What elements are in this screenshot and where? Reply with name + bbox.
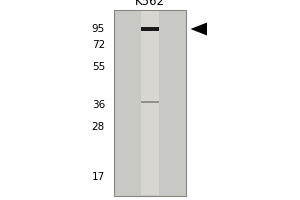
Text: K562: K562	[135, 0, 165, 8]
Text: 28: 28	[92, 122, 105, 132]
Text: 72: 72	[92, 40, 105, 50]
Text: 17: 17	[92, 172, 105, 182]
Bar	[141, 27, 159, 31]
Bar	[141, 11, 159, 195]
Text: 95: 95	[92, 24, 105, 34]
Polygon shape	[190, 22, 207, 36]
Bar	[114, 10, 186, 196]
Text: 36: 36	[92, 100, 105, 110]
Text: 55: 55	[92, 62, 105, 72]
Bar	[141, 101, 159, 103]
